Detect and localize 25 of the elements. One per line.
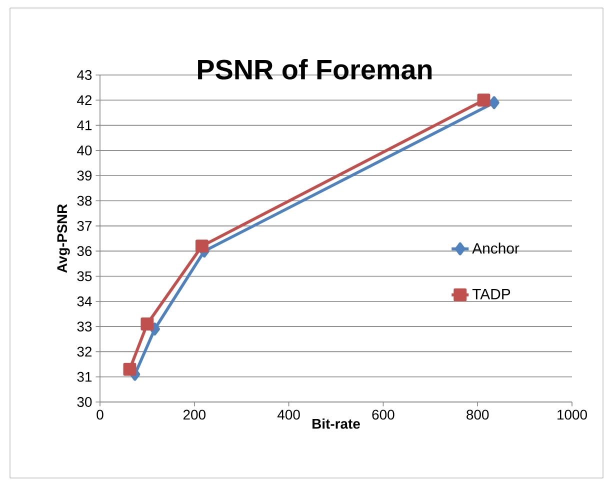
x-tick-label: 200 [183, 410, 206, 420]
y-tick-label: 36 [77, 246, 92, 256]
y-tick-label: 32 [77, 346, 92, 357]
legend-label: Anchor [472, 242, 520, 254]
y-tick-label: 37 [77, 220, 92, 231]
x-tick-label: 400 [277, 410, 300, 420]
y-axis-title: Avg-PSNR [57, 204, 70, 273]
x-tick-label: 600 [372, 410, 394, 420]
chart-title: PSNR of Foreman [198, 59, 432, 80]
y-tick-label: 39 [77, 170, 92, 181]
y-tick-label: 35 [77, 271, 92, 282]
legend-label: TADP [472, 288, 510, 300]
y-tick-label: 31 [77, 372, 92, 382]
y-tick-label: 41 [77, 120, 92, 130]
y-tick-label: 33 [77, 322, 92, 332]
y-tick-label: 40 [77, 146, 92, 156]
x-tick-label: 800 [466, 410, 489, 420]
x-tick-label: 1000 [558, 410, 587, 420]
y-tick-label: 38 [77, 196, 92, 206]
y-tick-label: 42 [77, 95, 92, 106]
y-tick-label: 34 [77, 296, 92, 306]
y-tick-label: 30 [77, 397, 92, 407]
x-tick-label: 0 [96, 410, 104, 420]
y-tick-label: 43 [77, 70, 92, 80]
x-axis-title: Bit-rate [312, 418, 360, 429]
